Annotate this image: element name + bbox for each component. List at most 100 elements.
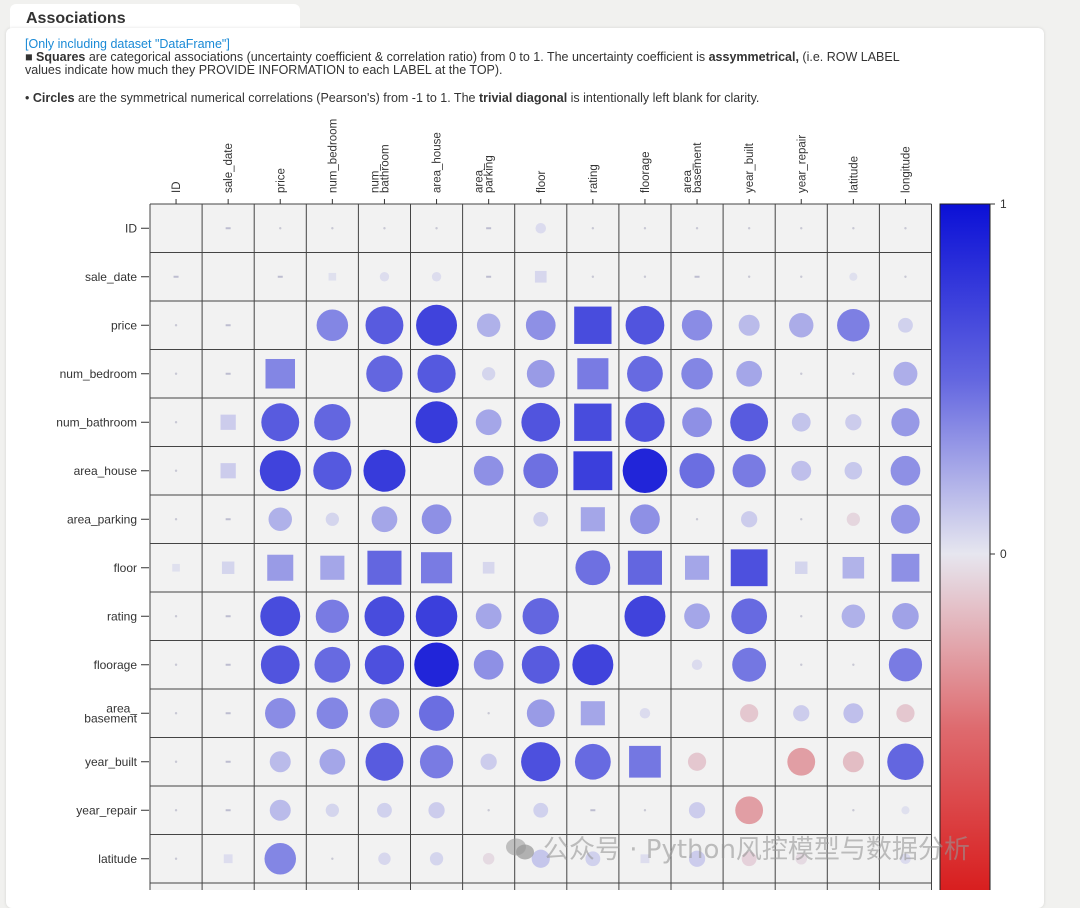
row-label-9: floorage bbox=[94, 658, 138, 672]
mark-1-14 bbox=[904, 275, 907, 278]
mark-11-2 bbox=[269, 751, 291, 773]
mark-3-13 bbox=[852, 372, 855, 375]
colorbar bbox=[939, 203, 991, 890]
mark-4-13 bbox=[845, 414, 862, 431]
mark-5-7 bbox=[523, 453, 559, 489]
mark-2-11 bbox=[738, 314, 760, 336]
mark-4-1 bbox=[220, 414, 236, 430]
row-label-6: area_parking bbox=[67, 512, 137, 526]
mark-10-8 bbox=[580, 701, 605, 726]
mark-2-0 bbox=[174, 324, 178, 327]
mark-6-10 bbox=[695, 518, 699, 521]
mark-8-10 bbox=[684, 603, 710, 630]
mark-13-4 bbox=[378, 852, 391, 865]
mark-12-5 bbox=[428, 802, 445, 819]
mark-12-8 bbox=[590, 809, 596, 812]
mark-5-13 bbox=[844, 461, 863, 480]
mark-4-3 bbox=[314, 404, 351, 441]
mark-4-6 bbox=[475, 409, 502, 436]
col-label-0: ID bbox=[171, 182, 183, 194]
mark-9-3 bbox=[314, 646, 351, 683]
mark-12-1 bbox=[225, 809, 231, 812]
mark-6-11 bbox=[741, 511, 758, 528]
mark-3-14 bbox=[893, 361, 918, 386]
mark-8-14 bbox=[892, 602, 919, 630]
mark-13-2 bbox=[264, 842, 297, 875]
row-label-3: num_bedroom bbox=[60, 367, 137, 381]
colorbar-label-0: 1 bbox=[1000, 197, 1007, 211]
mark-2-7 bbox=[525, 310, 556, 341]
mark-9-2 bbox=[260, 645, 300, 685]
mark-10-11 bbox=[740, 704, 759, 723]
mark-10-5 bbox=[418, 695, 455, 731]
mark-11-9 bbox=[629, 745, 661, 778]
mark-4-9 bbox=[625, 402, 665, 442]
mark-5-0 bbox=[174, 469, 178, 472]
mark-9-10 bbox=[691, 659, 703, 671]
mark-10-3 bbox=[316, 697, 349, 730]
row-label-2: price bbox=[111, 318, 137, 332]
mark-2-12 bbox=[789, 313, 814, 338]
mark-1-6 bbox=[486, 275, 492, 278]
mark-0-4 bbox=[383, 227, 386, 230]
mark-3-12 bbox=[800, 372, 803, 375]
mark-8-13 bbox=[841, 604, 866, 628]
mark-11-5 bbox=[419, 745, 454, 779]
mark-9-7 bbox=[521, 645, 560, 684]
mark-10-14 bbox=[896, 704, 915, 723]
mark-3-1 bbox=[225, 372, 231, 375]
row-label-13: latitude bbox=[98, 852, 137, 866]
col-label-2: price bbox=[275, 168, 287, 193]
mark-6-4 bbox=[371, 506, 398, 533]
mark-9-12 bbox=[800, 663, 803, 666]
mark-4-8 bbox=[574, 403, 612, 441]
col-label-1: sale_date bbox=[223, 143, 235, 193]
mark-3-5 bbox=[417, 354, 456, 393]
mark-4-2 bbox=[261, 403, 300, 442]
mark-0-1 bbox=[225, 227, 231, 230]
mark-0-2 bbox=[279, 227, 282, 230]
mark-3-11 bbox=[736, 360, 763, 387]
col-label-3: num_bedroom bbox=[327, 119, 339, 193]
mark-12-9 bbox=[643, 809, 647, 812]
mark-0-7 bbox=[535, 222, 547, 234]
mark-4-12 bbox=[791, 412, 811, 432]
watermark: 公众号 · Python风控模型与数据分析 bbox=[505, 829, 970, 866]
mark-8-9 bbox=[624, 595, 666, 637]
mark-13-14 bbox=[900, 853, 911, 865]
mark-12-13 bbox=[852, 809, 855, 812]
mark-5-8 bbox=[573, 451, 613, 491]
mark-12-0 bbox=[174, 809, 178, 812]
mark-8-7 bbox=[522, 598, 559, 635]
mark-2-6 bbox=[476, 313, 501, 337]
mark-0-8 bbox=[591, 227, 595, 230]
mark-12-10 bbox=[688, 802, 706, 819]
mark-10-4 bbox=[369, 698, 400, 729]
mark-1-7 bbox=[534, 270, 547, 283]
mark-8-11 bbox=[731, 598, 768, 635]
row-label-10: area_ basement bbox=[84, 701, 137, 725]
row-label-0: ID bbox=[125, 221, 137, 235]
mark-8-12 bbox=[800, 615, 803, 618]
mark-13-10 bbox=[688, 850, 706, 867]
mark-1-5 bbox=[431, 272, 442, 282]
mark-11-13 bbox=[842, 751, 864, 773]
mark-6-7 bbox=[533, 511, 549, 527]
mark-6-1 bbox=[225, 518, 231, 521]
mark-13-0 bbox=[174, 857, 178, 860]
col-label-12: year_repair bbox=[796, 135, 808, 193]
mark-9-1 bbox=[225, 663, 231, 666]
mark-3-0 bbox=[174, 372, 178, 375]
mark-10-7 bbox=[526, 699, 555, 728]
mark-11-7 bbox=[521, 742, 561, 782]
mark-8-5 bbox=[415, 595, 458, 638]
heatmap-background bbox=[150, 204, 932, 890]
mark-9-11 bbox=[732, 647, 767, 682]
mark-6-12 bbox=[800, 518, 803, 521]
mark-10-2 bbox=[265, 698, 296, 729]
mark-2-10 bbox=[681, 310, 713, 341]
row-label-4: num_bathroom bbox=[56, 415, 137, 429]
mark-7-6 bbox=[482, 561, 495, 574]
row-label-1: sale_date bbox=[85, 270, 137, 284]
mark-4-10 bbox=[682, 407, 712, 438]
